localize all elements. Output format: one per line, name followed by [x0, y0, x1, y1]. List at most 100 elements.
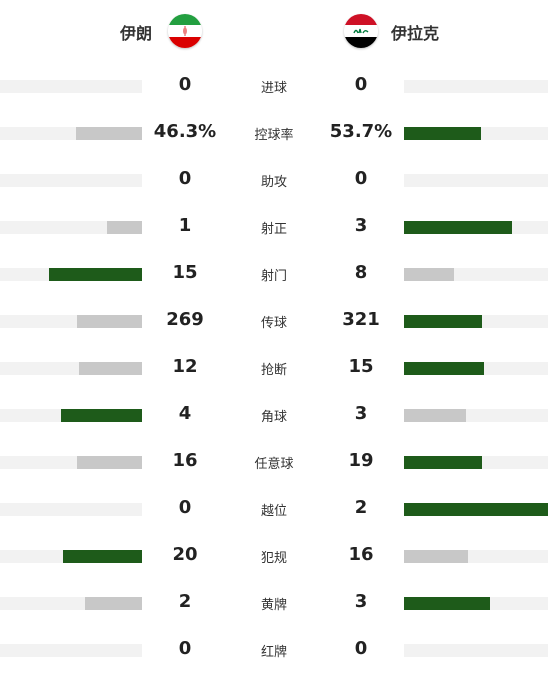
away-stat-bar-track — [404, 221, 548, 234]
away-stat-value: 0 — [354, 74, 368, 95]
stat-label: 越位 — [260, 504, 287, 519]
stat-label: 任意球 — [254, 457, 294, 472]
away-stat-value: 3 — [354, 215, 368, 236]
away-team-name: 伊拉克 — [391, 24, 440, 43]
stat-row: 4 角球 3 — [0, 393, 548, 440]
home-stat-value: 0 — [178, 74, 192, 95]
home-stat-bar — [60, 409, 142, 422]
away-stat-bar-track — [404, 127, 548, 140]
away-stat-bar-track — [404, 409, 548, 422]
away-stat-bar-track — [404, 268, 548, 281]
away-stat-bar — [404, 456, 483, 469]
away-stat-bar-track — [404, 362, 548, 375]
away-stat-bar — [404, 127, 482, 140]
home-stat-bar — [63, 550, 142, 563]
stat-label: 射正 — [260, 222, 287, 237]
home-stat-value: 46.3% — [153, 121, 217, 142]
stat-label: 传球 — [260, 316, 287, 331]
home-stat-value: 12 — [172, 356, 198, 377]
away-stat-bar-track — [404, 644, 548, 657]
away-stat-value: 53.7% — [329, 121, 393, 142]
away-stat-bar — [404, 550, 468, 563]
stat-row: 12 抢断 15 — [0, 346, 548, 393]
home-stat-bar-track — [0, 362, 142, 375]
stat-label: 抢断 — [260, 363, 287, 378]
home-stat-bar — [77, 315, 142, 328]
stat-row: 46.3% 控球率 53.7% — [0, 111, 548, 158]
home-stat-bar — [78, 362, 142, 375]
home-stat-bar — [77, 456, 142, 469]
home-stat-bar — [85, 597, 142, 610]
stat-row: 1 射正 3 — [0, 205, 548, 252]
stat-row: 15 射门 8 — [0, 252, 548, 299]
away-stat-bar — [404, 362, 485, 375]
home-stat-bar-track — [0, 456, 142, 469]
away-stat-value: 3 — [354, 591, 368, 612]
home-stat-bar-track — [0, 550, 142, 563]
home-stat-value: 20 — [172, 544, 198, 565]
home-stat-bar-track — [0, 221, 142, 234]
stat-row: 269 传球 321 — [0, 299, 548, 346]
stat-row: 16 任意球 19 — [0, 440, 548, 487]
away-stat-bar-track — [404, 550, 548, 563]
stat-row: 0 越位 2 — [0, 487, 548, 534]
home-stat-bar-track — [0, 644, 142, 657]
iraq-flag-icon — [344, 14, 378, 48]
stat-label: 进球 — [260, 81, 287, 96]
away-stat-bar-track — [404, 597, 548, 610]
away-stat-value: 0 — [354, 168, 368, 189]
home-stat-bar-track — [0, 597, 142, 610]
away-stat-bar — [404, 221, 512, 234]
iran-flag-icon — [168, 14, 202, 48]
away-stat-bar — [404, 597, 491, 610]
home-stat-bar-track — [0, 503, 142, 516]
home-stat-bar-track — [0, 268, 142, 281]
stat-label: 黄牌 — [260, 598, 287, 613]
home-stat-bar — [76, 127, 142, 140]
home-stat-bar-track — [0, 174, 142, 187]
stat-label: 犯规 — [260, 551, 287, 566]
away-stat-bar — [404, 409, 466, 422]
match-header: 伊朗 伊拉克 — [0, 0, 548, 64]
home-stat-value: 4 — [178, 403, 192, 424]
home-stat-bar-track — [0, 315, 142, 328]
stat-row: 0 红牌 0 — [0, 628, 548, 675]
away-stat-bar-track — [404, 315, 548, 328]
home-stat-value: 269 — [166, 309, 204, 330]
home-stat-bar — [49, 268, 142, 281]
away-stat-bar-track — [404, 80, 548, 93]
stat-row: 0 进球 0 — [0, 64, 548, 111]
away-stat-value: 321 — [342, 309, 380, 330]
home-stat-value: 16 — [172, 450, 198, 471]
away-stat-bar — [404, 268, 455, 281]
home-stat-value: 0 — [178, 168, 192, 189]
home-stat-value: 1 — [178, 215, 192, 236]
home-team-name: 伊朗 — [120, 24, 153, 43]
stat-label: 助攻 — [260, 175, 287, 190]
home-stat-value: 0 — [178, 638, 192, 659]
away-stat-bar-track — [404, 503, 548, 516]
stat-label: 红牌 — [260, 645, 287, 660]
stat-label: 角球 — [260, 410, 287, 425]
away-stat-value: 19 — [348, 450, 374, 471]
away-stat-value: 15 — [348, 356, 374, 377]
home-stat-value: 15 — [172, 262, 198, 283]
away-stat-bar-track — [404, 456, 548, 469]
away-stat-value: 3 — [354, 403, 368, 424]
home-stat-bar — [106, 221, 142, 234]
away-stat-bar-track — [404, 174, 548, 187]
stat-row: 20 犯规 16 — [0, 534, 548, 581]
stat-row: 2 黄牌 3 — [0, 581, 548, 628]
stat-label: 控球率 — [254, 128, 294, 143]
home-stat-bar-track — [0, 409, 142, 422]
home-stat-value: 2 — [178, 591, 192, 612]
away-stat-value: 8 — [354, 262, 368, 283]
away-stat-bar — [404, 315, 483, 328]
away-stat-bar — [404, 503, 548, 516]
away-stat-value: 16 — [348, 544, 374, 565]
stat-label: 射门 — [260, 269, 287, 284]
home-stat-bar-track — [0, 80, 142, 93]
away-stat-value: 0 — [354, 638, 368, 659]
home-stat-value: 0 — [178, 497, 192, 518]
stat-row: 0 助攻 0 — [0, 158, 548, 205]
